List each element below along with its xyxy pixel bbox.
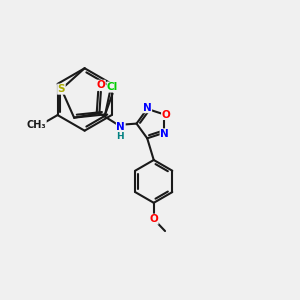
Text: O: O <box>149 214 158 224</box>
Text: CH₃: CH₃ <box>27 120 46 130</box>
Text: S: S <box>58 84 65 94</box>
Text: N: N <box>143 103 152 113</box>
Text: N: N <box>160 129 169 139</box>
Text: Cl: Cl <box>107 82 118 92</box>
Text: N: N <box>116 122 125 132</box>
Text: O: O <box>97 80 105 90</box>
Text: H: H <box>116 132 124 141</box>
Text: O: O <box>162 110 170 119</box>
